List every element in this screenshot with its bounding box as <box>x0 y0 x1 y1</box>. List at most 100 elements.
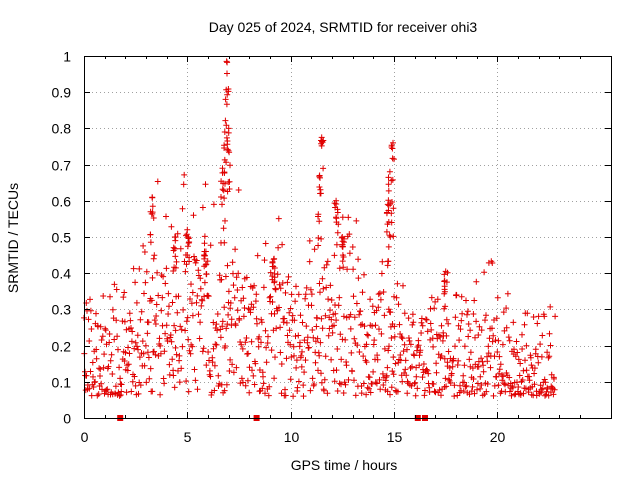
data-point <box>109 371 116 377</box>
data-point <box>146 375 153 382</box>
data-point <box>222 117 229 124</box>
data-point <box>249 367 255 374</box>
data-point <box>469 383 476 390</box>
data-point <box>107 293 113 300</box>
data-point <box>196 335 203 342</box>
data-point <box>223 134 230 141</box>
data-point <box>383 374 390 381</box>
data-point <box>129 378 136 385</box>
data-point <box>334 229 341 236</box>
data-point <box>438 392 444 399</box>
data-point <box>252 298 259 305</box>
data-point <box>412 392 419 399</box>
data-point <box>418 330 425 336</box>
data-point <box>172 344 179 351</box>
data-points <box>81 58 559 400</box>
data-point <box>506 374 513 381</box>
data-point <box>401 341 408 348</box>
data-point <box>185 388 192 395</box>
data-point <box>194 292 201 299</box>
data-point <box>240 379 246 386</box>
data-point <box>512 353 519 360</box>
data-point <box>275 215 282 222</box>
data-point <box>278 361 285 367</box>
data-point <box>473 318 480 325</box>
data-point <box>370 368 377 375</box>
data-point <box>225 288 232 295</box>
data-point <box>342 336 349 343</box>
data-point <box>514 379 520 386</box>
data-point <box>310 334 317 341</box>
data-point <box>354 342 361 349</box>
data-point <box>213 321 220 328</box>
data-point <box>441 286 448 293</box>
data-point <box>472 334 478 341</box>
data-point <box>223 101 230 108</box>
data-point <box>165 311 172 317</box>
data-point <box>517 392 524 398</box>
data-point <box>107 357 114 364</box>
data-point <box>239 284 246 291</box>
data-point <box>384 388 391 395</box>
data-point <box>506 388 513 395</box>
data-point <box>385 197 392 204</box>
data-point <box>422 316 429 323</box>
data-point <box>100 364 107 371</box>
data-point <box>323 261 330 268</box>
data-point <box>191 253 197 260</box>
data-point <box>461 379 468 386</box>
x-tick-label: 0 <box>81 429 89 445</box>
data-point <box>192 377 199 384</box>
data-point <box>168 223 175 230</box>
data-point <box>147 239 154 246</box>
data-point <box>385 219 392 225</box>
data-point <box>383 228 390 235</box>
data-point <box>189 343 196 350</box>
data-point <box>219 318 226 325</box>
data-point <box>115 346 121 353</box>
data-point <box>290 393 297 400</box>
data-point <box>538 386 545 393</box>
data-point <box>302 357 309 364</box>
data-point <box>197 319 204 326</box>
data-point <box>405 315 412 322</box>
data-point <box>461 362 468 369</box>
data-point <box>357 308 364 315</box>
data-point <box>222 217 228 224</box>
data-point <box>162 330 169 337</box>
data-point <box>215 372 222 379</box>
data-point <box>442 375 449 382</box>
data-point <box>466 391 473 398</box>
data-point <box>411 352 418 359</box>
data-point <box>288 291 295 298</box>
data-point <box>397 352 404 358</box>
data-point <box>210 319 217 326</box>
data-point <box>350 293 357 300</box>
data-point <box>307 286 314 293</box>
data-point <box>218 178 225 185</box>
data-point <box>292 333 299 340</box>
data-point <box>182 268 189 275</box>
data-point <box>129 328 136 335</box>
data-point <box>333 197 340 204</box>
data-point <box>144 330 151 337</box>
data-point <box>313 323 320 330</box>
data-point <box>231 294 238 301</box>
data-point <box>238 375 245 382</box>
data-point <box>423 366 430 373</box>
data-point <box>121 358 128 364</box>
data-point <box>154 178 161 185</box>
data-point <box>178 365 185 372</box>
data-point <box>113 286 120 293</box>
data-point <box>448 370 455 377</box>
data-point <box>199 348 206 355</box>
data-point <box>282 289 289 296</box>
data-point <box>93 310 99 317</box>
data-point <box>496 353 503 360</box>
data-point <box>419 322 426 329</box>
data-point <box>355 275 362 282</box>
data-point <box>197 275 204 282</box>
data-point <box>247 309 254 316</box>
data-point <box>388 335 395 341</box>
